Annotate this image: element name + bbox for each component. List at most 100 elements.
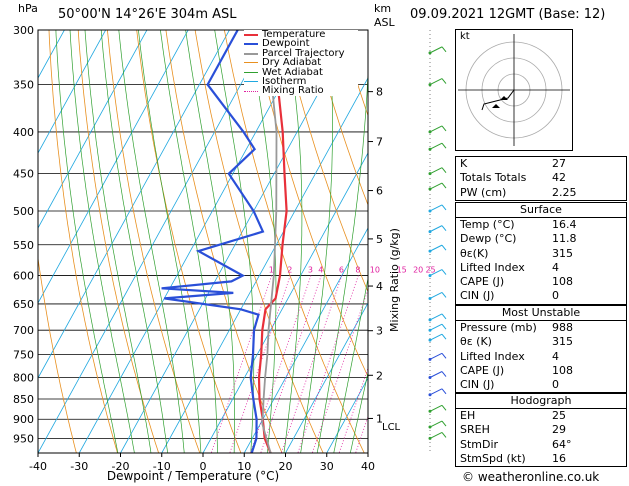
indices-panel: K 27 Totals Totals 42 PW (cm) 2.25: [455, 156, 627, 201]
wind-barb-flag: [441, 404, 447, 411]
parcel-trajectory: [261, 30, 278, 453]
hodo-row: StmSpd (kt) 16: [456, 452, 626, 466]
legend-swatch: [244, 52, 258, 55]
wind-barb-flag: [441, 46, 447, 53]
pressure-tick-label: 300: [13, 24, 34, 37]
isotherm-line: [202, 152, 368, 453]
surface-value: 315: [552, 246, 573, 260]
surface-row: CIN (J) 0: [456, 289, 626, 303]
most-unstable-panel: Most Unstable Pressure (mb) 988 θε (K) 315…: [455, 305, 627, 394]
wind-barb-flag: [441, 182, 447, 189]
km-tick-label: 4: [376, 280, 383, 293]
surface-panel: Surface Temp (°C) 16.4 Dewp (°C) 11.8 θε(K…: [455, 202, 627, 305]
legend-swatch: [244, 33, 258, 36]
legend-label: Mixing Ratio: [262, 85, 324, 97]
mixing-ratio-label: 2: [287, 266, 292, 275]
surface-label: θε(K): [460, 246, 489, 260]
hodograph-trace: [481, 89, 515, 111]
km-tick-label: 8: [376, 86, 383, 99]
mu-row: CAPE (J) 108: [456, 364, 626, 378]
surface-row: CAPE (J) 108: [456, 275, 626, 289]
km-unit-label: km: [374, 2, 392, 15]
wind-barb-dot: [428, 318, 432, 322]
index-row-k: K 27: [456, 157, 626, 171]
mu-label: Lifted Index: [460, 349, 525, 363]
x-tick-label: 20: [279, 460, 293, 473]
wind-barb: [429, 431, 443, 439]
mixing-ratio-label: 20: [413, 266, 423, 275]
index-row-pw: PW (cm) 2.25: [456, 186, 626, 200]
pressure-tick-label: 600: [13, 270, 34, 283]
x-tick-label: -20: [112, 460, 130, 473]
legend-label: Wet Adiabat: [262, 66, 323, 78]
wind-barb-flag: [441, 432, 447, 438]
wind-barb-flag: [441, 204, 447, 211]
wind-barb: [429, 269, 443, 277]
index-label: K: [460, 157, 468, 170]
km-tick-label: 6: [376, 185, 383, 198]
wet-adiabat-line: [333, 276, 368, 453]
hodo-label: StmDir: [460, 437, 499, 451]
legend-item-wet-adiabat: Wet Adiabat: [244, 66, 358, 78]
dry-adiabat-line: [165, 30, 283, 453]
surface-row: Lifted Index 4: [456, 261, 626, 275]
km-tick-label: 7: [376, 136, 383, 149]
mixing-ratio-label: 1: [269, 266, 274, 275]
isotherm-line: [38, 30, 107, 154]
wind-barb-flag: [441, 292, 447, 298]
wind-barb-flag: [441, 333, 447, 340]
wind-barb: [429, 167, 443, 175]
isotherm-line: [38, 30, 230, 379]
legend-item-temperature: Temperature: [244, 29, 358, 40]
x-tick-label: 40: [361, 460, 375, 473]
surface-value: 108: [552, 275, 573, 289]
wet-adiabat-line: [283, 30, 303, 453]
pressure-tick-label: 800: [13, 372, 34, 385]
mixing-ratio-line: [311, 288, 368, 453]
mixing-ratio-label: 10: [370, 266, 380, 275]
hodo-label: SREH: [460, 423, 490, 437]
dry-adiabat-line: [311, 30, 368, 207]
surface-label: CIN (J): [460, 289, 495, 303]
wet-adiabat-line: [118, 30, 185, 453]
wind-barb-dot: [428, 425, 432, 429]
wind-barb: [429, 182, 443, 190]
km-tick-label: 1: [376, 412, 383, 425]
legend-item-isotherm: Isotherm: [244, 76, 358, 87]
wind-barb-flag: [441, 78, 447, 84]
mu-value: 988: [552, 321, 573, 334]
dry-adiabat-line: [48, 30, 118, 453]
lcl-label: LCL: [382, 422, 401, 433]
wet-adiabat-line: [160, 30, 218, 453]
footer-credit[interactable]: © weatheronline.co.uk: [462, 470, 600, 484]
legend-swatch: [244, 62, 258, 64]
surface-label: CAPE (J): [460, 275, 505, 289]
wind-barb-dot: [428, 274, 432, 278]
hodo-row: StmDir 64°: [456, 438, 626, 452]
surface-row: Dewp (°C) 11.8: [456, 232, 626, 246]
hodo-value: 25: [552, 409, 566, 422]
hpa-unit-label: hPa: [18, 2, 38, 15]
surface-value: 4: [552, 260, 559, 274]
x-tick-label: -40: [29, 460, 47, 473]
wind-barb-dot: [428, 338, 432, 342]
mixing-ratio-label: 4: [318, 266, 323, 275]
isotherm-line: [285, 302, 368, 453]
mu-value: 4: [552, 349, 559, 363]
x-tick-label: 30: [320, 460, 334, 473]
wet-adiabat-line: [300, 30, 333, 453]
mu-row: Lifted Index 4: [456, 350, 626, 364]
wind-barb-flag: [441, 313, 447, 320]
wind-barb-flag: [441, 142, 447, 149]
wind-barb-dot: [428, 147, 432, 151]
isotherm-line: [120, 30, 354, 453]
pressure-tick-label: 550: [13, 239, 34, 252]
surface-title: Surface: [456, 203, 626, 218]
index-label: PW (cm): [460, 185, 507, 199]
wind-barb: [429, 352, 443, 360]
mu-value: 0: [552, 378, 559, 392]
dry-adiabat-line: [282, 30, 368, 293]
index-label: Totals Totals: [460, 171, 527, 185]
mixing-ratio-label: 15: [397, 266, 407, 275]
